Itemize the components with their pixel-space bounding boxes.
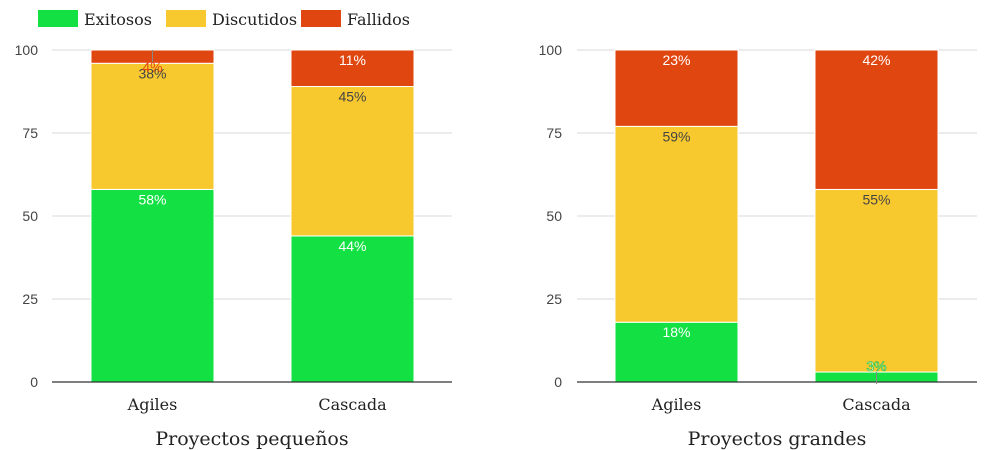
category-label-agiles: Agiles: [651, 395, 702, 414]
data-label-fallidos-agiles: 4%: [142, 59, 162, 75]
y-tick-label: 75: [22, 125, 38, 141]
legend: Exitosos Discutidos Fallidos: [38, 10, 410, 29]
y-tick-label: 100: [15, 42, 39, 58]
data-label-exitosos-agiles: 58%: [138, 191, 166, 207]
bar-segment-fallidos-cascada: [290, 49, 415, 88]
data-label-exitosos-cascada: 44%: [338, 238, 366, 254]
bar-segment-exitosos-cascada: [290, 235, 415, 383]
y-tick-label: 0: [554, 374, 562, 390]
legend-label-discutidos: Discutidos: [212, 10, 297, 29]
chart-title: Proyectos pequeños: [155, 428, 348, 450]
data-label-fallidos-cascada: 11%: [339, 52, 366, 68]
bar-segment-exitosos-agiles: [90, 188, 215, 383]
chart-large-projects: 0 25 50 75 100 18% 59% 23% Agiles 3% 55% 42% Cascada…: [539, 42, 977, 450]
legend-label-fallidos: Fallidos: [347, 10, 410, 29]
bar-segment-fallidos-agiles: [614, 49, 739, 127]
legend-swatch-discutidos: [166, 10, 206, 27]
legend-swatch-fallidos: [301, 10, 341, 27]
y-tick-label: 25: [22, 291, 38, 307]
y-tick-label: 0: [30, 374, 38, 390]
y-tick-label: 50: [546, 208, 562, 224]
data-label-discutidos-cascada: 55%: [862, 191, 890, 207]
category-label-cascada: Cascada: [842, 395, 911, 414]
data-label-fallidos-agiles: 23%: [662, 52, 690, 68]
data-label-discutidos-agiles: 59%: [662, 128, 690, 144]
legend-label-exitosos: Exitosos: [84, 10, 152, 29]
legend-swatch-exitosos: [38, 10, 78, 27]
bar-segment-discutidos-agiles: [614, 125, 739, 323]
category-label-cascada: Cascada: [318, 395, 387, 414]
data-label-exitosos-agiles: 18%: [662, 324, 690, 340]
data-label-exitosos-cascada: 3%: [866, 358, 886, 374]
data-label-discutidos-agiles: 38%: [138, 65, 166, 81]
chart-title: Proyectos grandes: [688, 428, 867, 450]
bar-segment-discutidos-agiles: [90, 62, 215, 190]
y-tick-label: 50: [22, 208, 38, 224]
category-label-agiles: Agiles: [127, 395, 178, 414]
bar-segment-fallidos-cascada: [814, 49, 939, 190]
data-label-fallidos-cascada: 42%: [862, 52, 890, 68]
y-tick-label: 100: [539, 42, 563, 58]
chart-small-projects: 0 25 50 75 100 58% 38%4% Agiles 44% 45% 11% Cascada…: [15, 42, 452, 450]
bar-segment-discutidos-cascada: [814, 188, 939, 373]
data-label-discutidos-cascada: 45%: [338, 89, 366, 105]
y-tick-label: 25: [546, 291, 562, 307]
bar-segment-discutidos-cascada: [290, 86, 415, 237]
y-tick-label: 75: [546, 125, 562, 141]
